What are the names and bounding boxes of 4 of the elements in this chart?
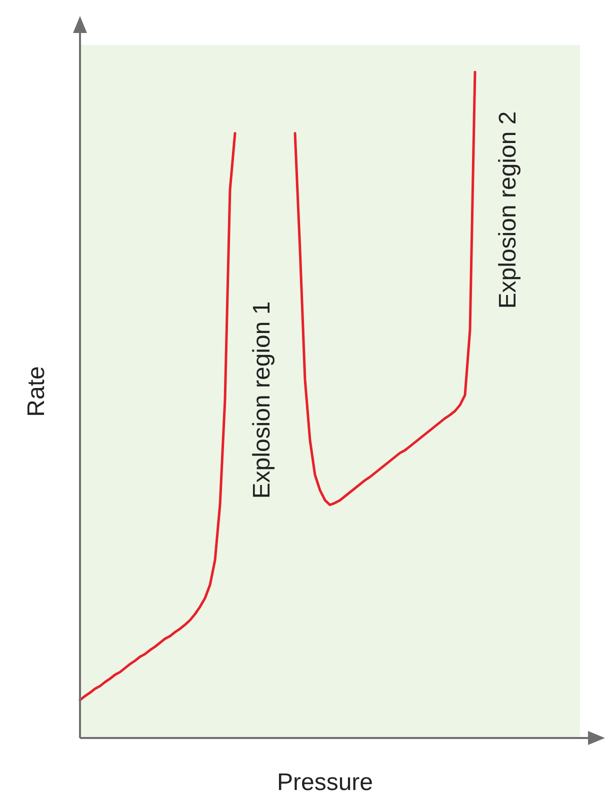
x-axis-title: Pressure xyxy=(276,769,374,796)
annotation: Explosion region 2 xyxy=(494,111,522,309)
annotation: Explosion region 1 xyxy=(248,301,276,499)
y-axis-title: Rate xyxy=(23,366,50,417)
